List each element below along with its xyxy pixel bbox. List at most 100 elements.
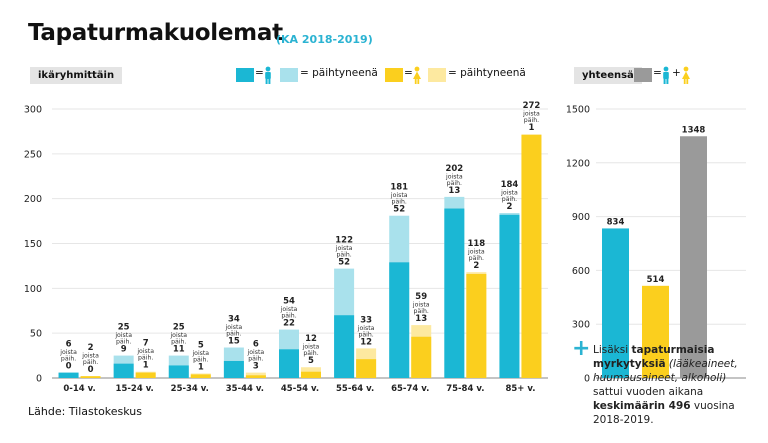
y-tick-label: 150	[24, 239, 42, 250]
data-label-sub: joista	[522, 111, 540, 118]
legend-female-drunk-label: = päihtyneenä	[448, 67, 526, 79]
data-label-sub: joista	[136, 348, 154, 355]
data-label-female-total: 5	[198, 341, 204, 351]
note-italic-2: (lääkeaineet,	[665, 358, 738, 370]
data-label-female-paihtyneena: 13	[415, 314, 427, 324]
note-text-4: sattui vuoden aikana	[593, 386, 704, 398]
data-label-sub: päih.	[83, 359, 98, 366]
data-label-sub: joista	[114, 332, 132, 339]
data-label-male-paihtyneena: 2	[506, 202, 512, 212]
note-text-1: Lisäksi	[593, 344, 632, 356]
x-tick-label: 35-44 v.	[226, 384, 264, 394]
data-label-sub: päih.	[281, 313, 296, 320]
data-label-female-total: 118	[467, 239, 485, 249]
data-label-sub: joista	[247, 349, 265, 356]
data-label-female-total: 59	[415, 292, 427, 302]
female-icon	[413, 66, 421, 84]
bar-female-sober	[80, 376, 101, 378]
chart-subtitle: (KA 2018-2019)	[276, 33, 373, 46]
bar-male-sober	[223, 360, 244, 378]
data-label-female-total: 2	[88, 343, 94, 353]
x-tick-label: 25-34 v.	[171, 384, 209, 394]
chart-title: Tapaturmakuolemat	[28, 20, 283, 46]
age-group-chart: 0501001502002503000päih.joista60päih.joi…	[24, 101, 548, 394]
bar-female-sober	[245, 375, 266, 378]
data-label-sub: joista	[500, 190, 518, 197]
y-tick-label: 300	[572, 320, 590, 331]
data-label-sub: päih.	[469, 255, 484, 262]
bar-male-sober	[58, 372, 79, 378]
data-label-sub: päih.	[226, 331, 241, 338]
legend-male-swatch	[236, 68, 254, 82]
note-bold-2: myrkytyksiä	[593, 358, 666, 370]
y-tick-label: 100	[24, 284, 42, 295]
data-label-sub: joista	[390, 192, 408, 199]
data-label-female-paihtyneena: 2	[473, 261, 479, 271]
data-label-male-paihtyneena: 52	[338, 258, 350, 268]
bar-male-sober	[389, 262, 410, 378]
y-tick-label: 1200	[566, 158, 590, 169]
data-label-total: 514	[647, 275, 665, 285]
x-tick-label: 85+ v.	[505, 384, 535, 394]
data-label-male-total: 25	[118, 323, 130, 333]
bar-total-2	[680, 136, 707, 378]
data-label-sub: joista	[412, 302, 430, 309]
right-panel-label: yhteensä	[574, 67, 642, 84]
data-label-sub: päih.	[524, 117, 539, 124]
data-label-male-paihtyneena: 11	[173, 345, 185, 355]
y-tick-label: 50	[30, 329, 42, 340]
legend-eq-2: =	[404, 67, 413, 79]
bar-female-sober	[190, 374, 211, 378]
data-label-male-total: 202	[445, 164, 463, 174]
y-tick-label: 250	[24, 149, 42, 160]
bar-female-sober	[466, 273, 487, 378]
legend-male-drunk-label: = päihtyneenä	[300, 67, 378, 79]
legend-female-swatch	[385, 68, 403, 82]
bar-male-sober	[113, 363, 134, 378]
data-label-female-paihtyneena: 1	[528, 123, 534, 133]
x-tick-label: 55-64 v.	[336, 384, 374, 394]
data-label-female-total: 7	[143, 339, 149, 349]
data-label-male-total: 25	[173, 323, 185, 333]
data-label-male-paihtyneena: 9	[121, 345, 127, 355]
total-chart: 0 300 600 900 1200 1500 834 514 1348	[566, 105, 746, 385]
data-label-sub: päih.	[116, 339, 131, 346]
y-tick-label: 300	[24, 105, 42, 116]
bar-male-sober	[334, 315, 355, 378]
data-label-sub: päih.	[392, 199, 407, 206]
data-label-male-total: 34	[228, 315, 240, 325]
y-tick-label: 0	[36, 374, 42, 385]
data-label-sub: päih.	[193, 357, 208, 364]
data-label-sub: joista	[169, 332, 187, 339]
plus-icon: +	[572, 336, 591, 361]
x-tick-label: 45-54 v.	[281, 384, 319, 394]
data-label-female-total: 33	[360, 315, 372, 325]
bar-female-sober	[301, 371, 321, 378]
note-bold-1: tapaturmaisia	[631, 344, 715, 356]
data-label-male-total: 54	[283, 297, 295, 307]
data-label-sub: päih.	[171, 339, 186, 346]
data-label-female-paihtyneena: 1	[198, 363, 204, 373]
bar-male-sober	[499, 214, 520, 378]
bar-male-sober	[444, 208, 465, 378]
data-label-sub: joista	[191, 350, 209, 357]
data-label-sub: joista	[467, 249, 485, 256]
data-label-sub: joista	[357, 325, 375, 332]
data-label-female-paihtyneena: 1	[143, 361, 149, 371]
bar-male-sober	[168, 365, 189, 378]
data-label-sub: joista	[225, 324, 243, 331]
poisoning-note: Lisäksi tapaturmaisia myrkytyksiä (lääke…	[593, 343, 765, 427]
bar-female-sober	[521, 135, 542, 378]
bar-total-0	[602, 228, 629, 378]
bar-female-sober	[356, 359, 377, 378]
data-label-total: 834	[607, 217, 625, 227]
y-tick-label: 600	[572, 266, 590, 277]
data-label-sub: päih.	[336, 252, 351, 259]
y-tick-label: 900	[572, 212, 590, 223]
data-label-male-total: 122	[335, 236, 353, 246]
legend-male-drunk-swatch	[280, 68, 298, 82]
left-panel-label: ikäryhmittäin	[30, 67, 123, 84]
legend-plus: +	[672, 67, 681, 79]
y-tick-label: 0	[584, 374, 590, 385]
bar-total-1	[642, 285, 669, 378]
